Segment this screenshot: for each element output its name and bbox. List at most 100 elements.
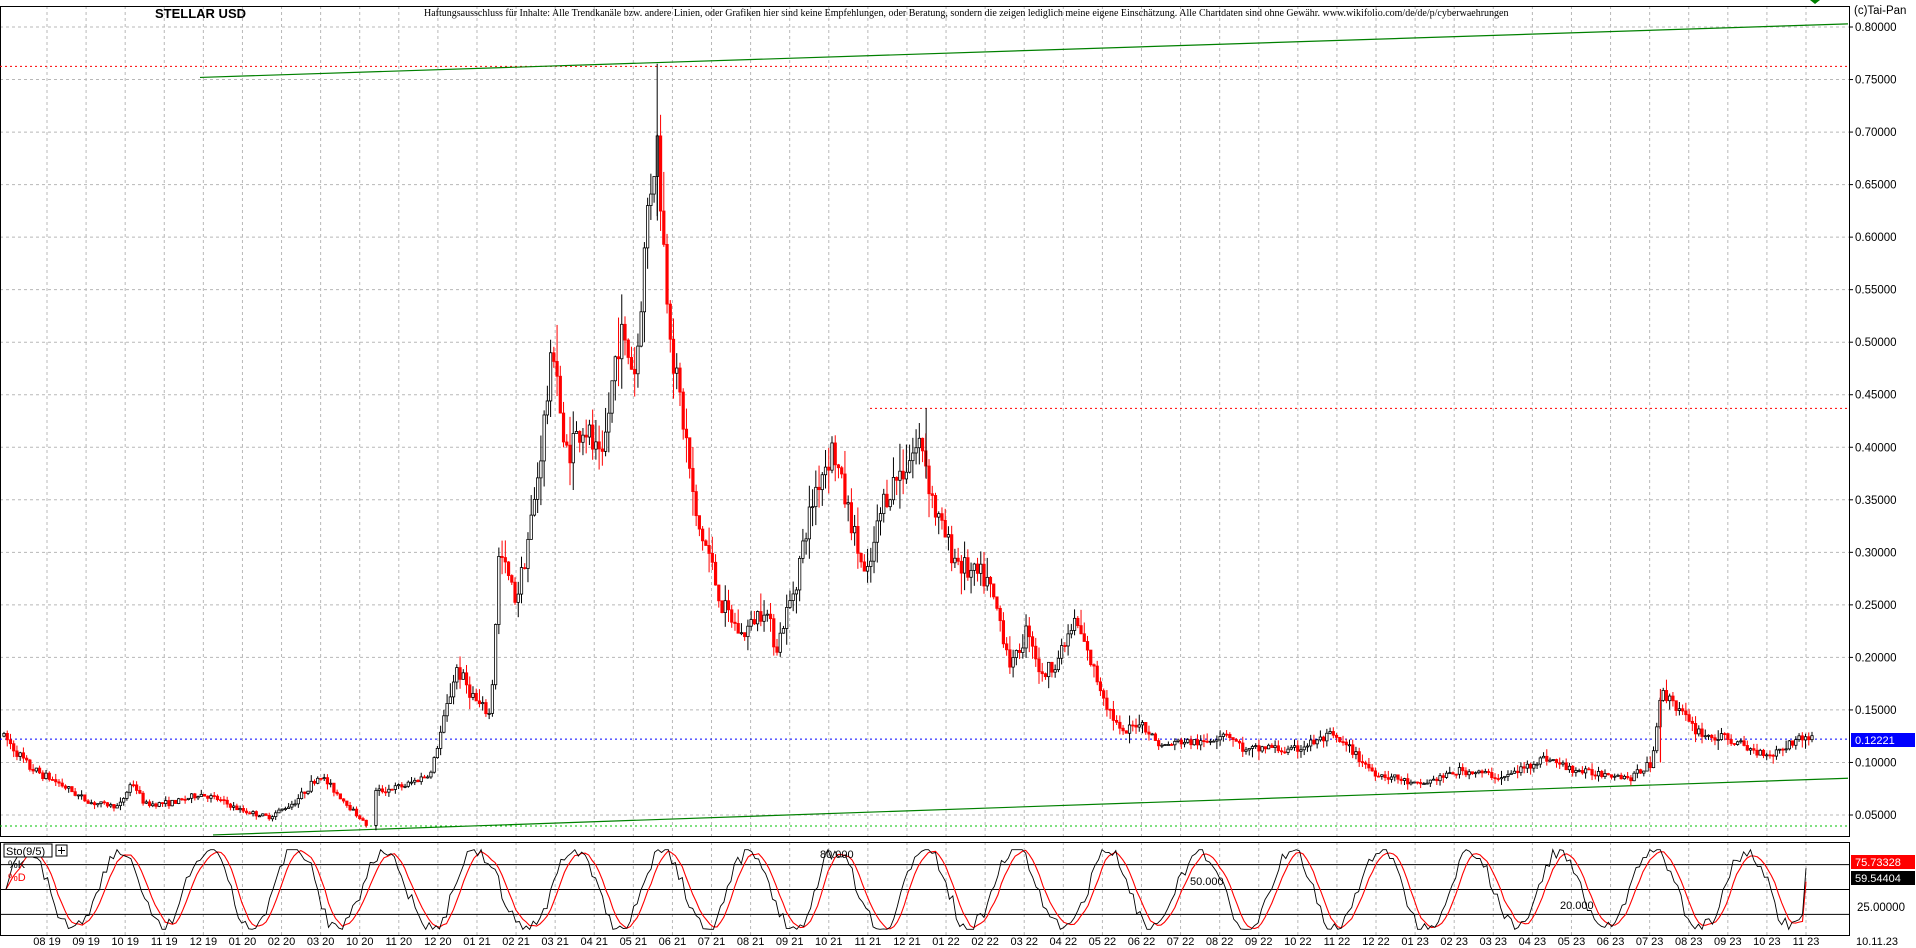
candle-body <box>157 802 161 807</box>
candle-body <box>1218 736 1222 741</box>
candle-body <box>122 798 126 803</box>
candle-body <box>597 441 601 450</box>
candle-body <box>1047 661 1051 678</box>
candle-body <box>662 210 666 245</box>
stochastic-indicator-label[interactable]: Sto(9/5) <box>3 843 68 858</box>
candle-body <box>1050 661 1054 673</box>
candle-body <box>736 623 740 634</box>
candle-body <box>895 477 899 481</box>
candle-body <box>950 534 954 564</box>
candle-body <box>439 731 443 749</box>
candle-body <box>1383 774 1387 779</box>
candle-body <box>96 803 100 806</box>
candle-body <box>487 712 491 715</box>
candle-body <box>979 563 983 574</box>
candle-body <box>1021 647 1025 653</box>
x-tick-label: 12 22 <box>1362 936 1390 948</box>
x-tick-label: 07 22 <box>1167 936 1195 948</box>
candle-body <box>1263 746 1267 750</box>
candle-body <box>1357 751 1361 763</box>
candle-body <box>89 802 93 805</box>
candle-body <box>1364 762 1368 765</box>
candle-body <box>8 739 13 745</box>
candle-body <box>232 805 236 808</box>
x-tick-label: 10 21 <box>815 936 843 948</box>
candle-body <box>1577 770 1581 772</box>
candle-body <box>1603 773 1607 777</box>
candle-body <box>474 692 478 702</box>
candle-body <box>1224 733 1229 736</box>
candle-body <box>177 798 181 804</box>
candle-body <box>102 801 106 804</box>
candle-body <box>76 794 80 797</box>
candle-body <box>646 205 650 249</box>
candle-body <box>1121 727 1125 732</box>
main-chart-grid <box>0 6 1849 836</box>
candle-body <box>1393 774 1397 778</box>
candle-body <box>47 772 51 780</box>
candle-body <box>1402 778 1407 781</box>
candle-body <box>497 556 501 625</box>
candle-body <box>694 491 698 517</box>
candle-body <box>668 303 672 340</box>
x-tick-label: 03 21 <box>541 936 569 948</box>
stochastic-k-tag: 75.73328 <box>1851 855 1915 869</box>
candle-body <box>1509 772 1513 775</box>
x-tick-label: 01 20 <box>229 936 257 948</box>
candle-body <box>464 672 469 686</box>
candle-body <box>1034 645 1038 660</box>
candle-body <box>956 557 960 562</box>
candle-body <box>429 771 433 778</box>
candle-body <box>261 813 265 817</box>
x-tick-label: 02 20 <box>268 936 296 948</box>
candle-body <box>594 441 598 450</box>
candle-body <box>413 779 417 783</box>
candle-body <box>54 779 58 783</box>
candle-body <box>875 520 879 543</box>
candle-body <box>804 538 808 542</box>
candle-body <box>536 477 540 500</box>
candle-body <box>1234 739 1238 742</box>
candle-body <box>1040 671 1044 675</box>
candle-body <box>18 752 22 757</box>
candles <box>2 63 1814 831</box>
candle-body <box>998 607 1002 622</box>
x-tick-label: 02 23 <box>1440 936 1468 948</box>
candle-body <box>1781 748 1785 751</box>
candle-body <box>306 790 310 794</box>
candle-body <box>490 684 494 714</box>
last-price-tag: 0.12221 <box>1851 733 1915 747</box>
candle-body <box>882 493 886 514</box>
x-tick-label: 01 22 <box>932 936 960 948</box>
candle-body <box>1732 743 1736 745</box>
candle-body <box>267 815 271 820</box>
candle-body <box>549 352 553 402</box>
trendline-lower <box>212 777 1849 836</box>
candle-body <box>1212 740 1216 743</box>
candle-body <box>173 799 178 804</box>
candle-body <box>1341 741 1345 744</box>
candle-body <box>1144 722 1148 733</box>
candle-body <box>840 467 844 475</box>
candle-body <box>1169 744 1174 746</box>
candle-body <box>710 552 714 563</box>
candle-body <box>972 563 976 571</box>
candle-body <box>1011 657 1015 668</box>
candle-body <box>290 803 294 808</box>
candle-body <box>1422 783 1426 785</box>
candle-body <box>1771 754 1775 757</box>
x-tick-label: 11 20 <box>385 936 412 948</box>
candle-body <box>1706 734 1711 737</box>
candle-body <box>720 600 724 613</box>
candle-body <box>914 447 918 454</box>
candle-body <box>1328 731 1332 734</box>
y-tick-label: 0.75000 <box>1855 75 1897 87</box>
candle-body <box>1461 767 1465 772</box>
stochastic-d-line <box>5 849 1807 930</box>
candle-body <box>1102 690 1106 699</box>
candle-body <box>1150 733 1154 736</box>
candle-body <box>1322 736 1326 742</box>
candle-body <box>248 812 252 815</box>
x-tick-label: 09 22 <box>1245 936 1273 948</box>
